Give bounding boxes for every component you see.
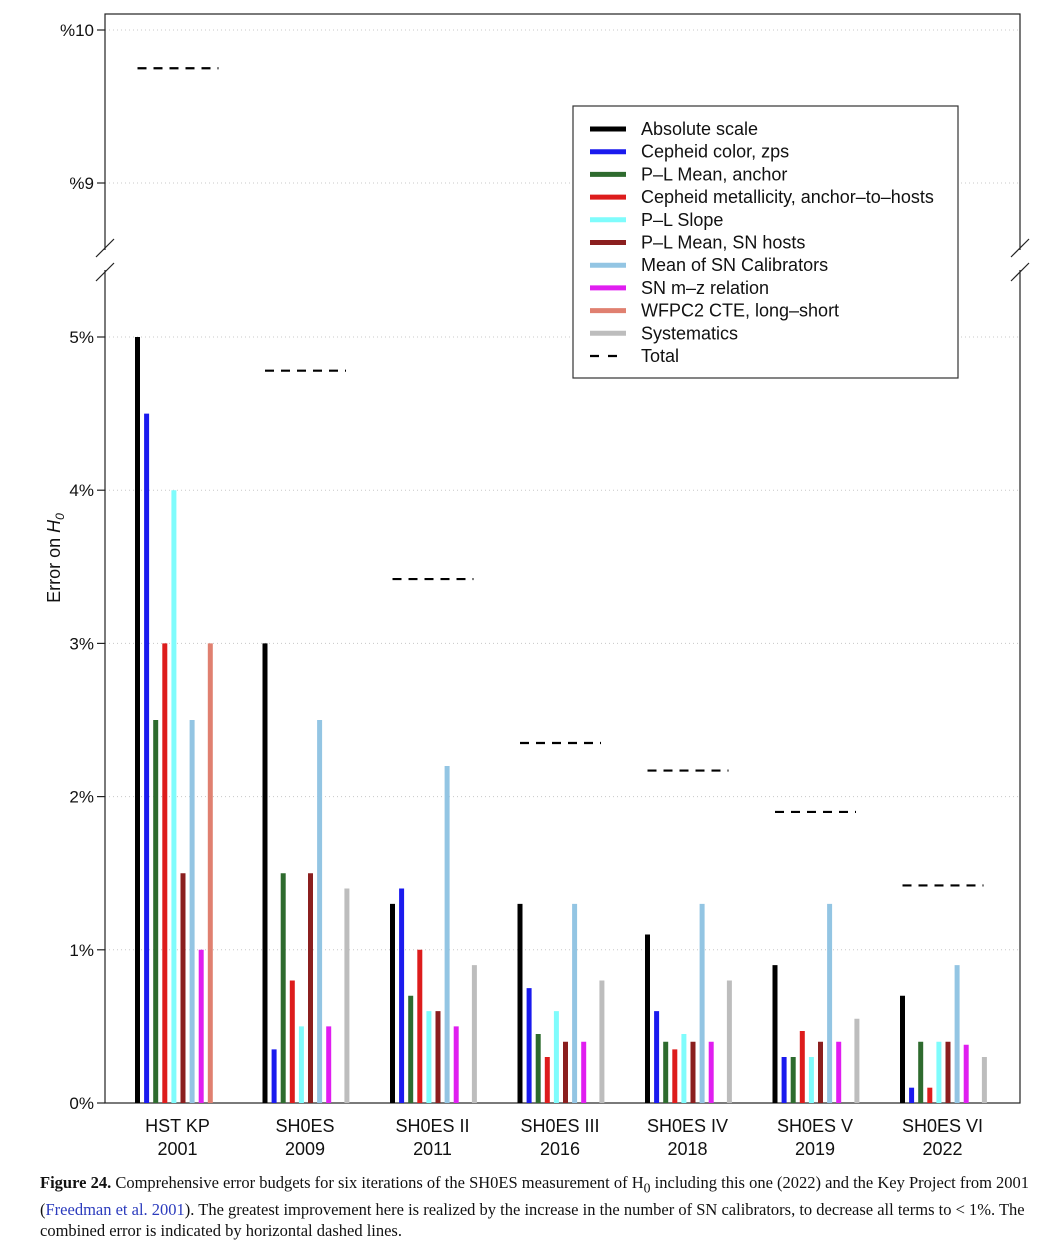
category-label: SH0ES V xyxy=(777,1116,853,1136)
category-label: SH0ES VI xyxy=(902,1116,983,1136)
bars xyxy=(135,337,987,1103)
axis-break-slash xyxy=(1010,238,1030,258)
legend-label: SN m–z relation xyxy=(641,278,769,298)
error-budget-chart: 0% 1% 2% 3% 4% 5% %9 %10 Error on H0 HST KP 2001… xyxy=(44,13,1030,1159)
legend-box xyxy=(572,105,959,379)
category-year: 2016 xyxy=(540,1139,580,1159)
legend-label: WFPC2 CTE, long–short xyxy=(641,301,839,321)
y-tick-label: 4% xyxy=(69,481,94,500)
category-year: 2009 xyxy=(285,1139,325,1159)
plot-frame xyxy=(104,13,1021,1104)
category-label: SH0ES xyxy=(275,1116,334,1136)
grid-lines xyxy=(105,29,1020,951)
category-year: 2019 xyxy=(795,1139,835,1159)
y-tick-label: 1% xyxy=(69,941,94,960)
legend-label: P–L Slope xyxy=(641,210,723,230)
category-label: HST KP xyxy=(145,1116,210,1136)
legend-label: P–L Mean, anchor xyxy=(641,164,787,184)
y-tick-label: %9 xyxy=(69,174,94,193)
legend-label: Mean of SN Calibrators xyxy=(641,255,828,275)
axis-break-slash xyxy=(1010,262,1030,282)
legend-label: P–L Mean, SN hosts xyxy=(641,233,805,253)
y-axis-ticks: 0% 1% 2% 3% 4% 5% %9 %10 xyxy=(60,21,105,1113)
category-label: SH0ES IV xyxy=(647,1116,728,1136)
caption-citation-link[interactable]: Freedman et al. 2001 xyxy=(45,1199,185,1219)
caption-label: Figure 24. xyxy=(40,1173,112,1192)
axis-break-slash xyxy=(95,238,115,258)
y-axis-label: Error on H0 xyxy=(44,513,67,603)
axis-break-gap xyxy=(1017,250,1023,270)
legend-label: Systematics xyxy=(641,323,738,343)
y-tick-label: %10 xyxy=(60,21,94,40)
y-tick-label: 3% xyxy=(69,634,94,653)
figure-caption: Figure 24. Comprehensive error budgets f… xyxy=(40,1172,1040,1242)
total-dashed-lines xyxy=(137,67,984,887)
legend-label: Cepheid metallicity, anchor–to–hosts xyxy=(641,187,934,207)
axis-break-slash xyxy=(95,262,115,282)
y-tick-label: 5% xyxy=(69,328,94,347)
category-year: 2018 xyxy=(667,1139,707,1159)
axis-break-marks xyxy=(95,238,1030,282)
y-tick-label: 0% xyxy=(69,1094,94,1113)
caption-text-3: ). The greatest improvement here is real… xyxy=(40,1199,1025,1241)
category-year: 2001 xyxy=(157,1139,197,1159)
category-label: SH0ES II xyxy=(395,1116,469,1136)
x-axis-labels: HST KP 2001 SH0ES 2009 SH0ES II 2011 SH0ES III… xyxy=(145,1116,983,1159)
caption-text-1: Comprehensive error budgets for six iter… xyxy=(111,1173,644,1192)
axis-break-gap xyxy=(102,250,108,270)
caption-text-2: including this one (2022) and the Key Pr… xyxy=(40,1173,1030,1219)
category-year: 2011 xyxy=(413,1139,452,1159)
category-year: 2022 xyxy=(922,1139,962,1159)
caption-subscript: 0 xyxy=(643,1180,651,1196)
y-tick-label: 2% xyxy=(69,788,94,807)
legend-label: Absolute scale xyxy=(641,119,758,139)
legend-label: Total xyxy=(641,346,679,366)
legend-label: Cepheid color, zps xyxy=(641,142,789,162)
category-label: SH0ES III xyxy=(520,1116,599,1136)
